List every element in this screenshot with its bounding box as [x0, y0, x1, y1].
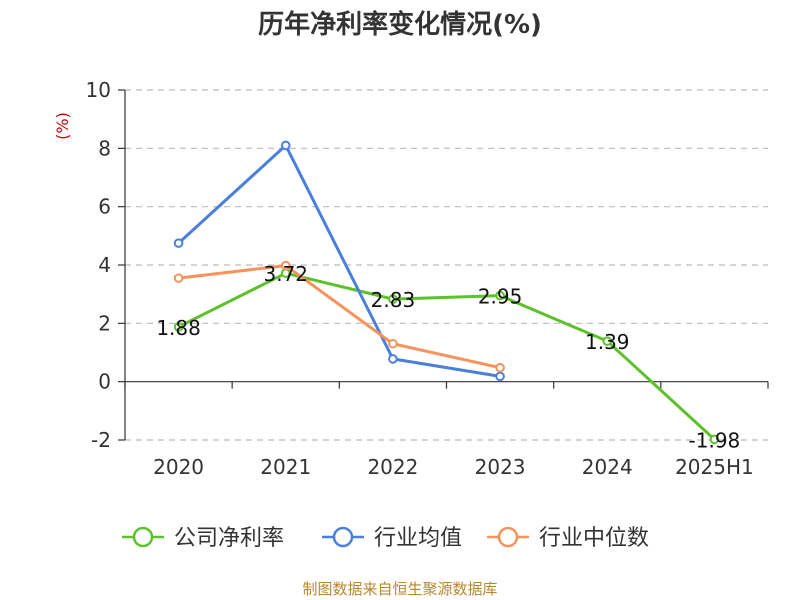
- x-tick-label: 2020: [153, 455, 204, 479]
- series-line-1: [177, 143, 501, 378]
- data-labels: 1.88 3.72 2.83 2.95 1.39 -1.98: [156, 262, 740, 452]
- data-label: 2.95: [478, 285, 523, 309]
- data-point: [173, 273, 184, 283]
- x-tick-label: 2025H1: [675, 455, 754, 479]
- y-axis-unit: (%): [53, 112, 72, 140]
- data-point: [709, 434, 720, 445]
- data-label: 1.39: [585, 330, 630, 354]
- legend: 公司净利率 行业均值 行业中位数: [122, 526, 649, 551]
- axes: [118, 89, 769, 441]
- legend-marker-icon: [497, 526, 519, 548]
- y-tick-label: 0: [98, 370, 111, 394]
- series-line-0: [177, 271, 716, 441]
- data-point: [388, 338, 398, 349]
- source-note: 制图数据来自恒生聚源数据库: [302, 580, 497, 598]
- data-point: [495, 371, 505, 382]
- data-label: -1.98: [689, 428, 741, 452]
- data-point: [280, 140, 291, 151]
- x-tick-label: 2024: [582, 455, 633, 479]
- y-tick-label: 2: [98, 311, 111, 335]
- legend-label: 行业均值: [374, 526, 462, 551]
- data-point: [280, 260, 291, 271]
- chart-title: 历年净利率变化情况(%): [258, 9, 542, 40]
- data-point: [388, 354, 398, 364]
- x-tick-labels: 2020 2021 2022 2023 2024 2025H1: [153, 455, 754, 479]
- series-line-2: [178, 264, 501, 370]
- legend-marker-icon: [332, 526, 354, 548]
- data-point: [388, 294, 398, 304]
- legend-label: 行业中位数: [539, 526, 649, 551]
- y-tick-labels: 10 8 6 4 2 0 -2: [86, 78, 111, 452]
- y-tick-label: 10: [86, 78, 111, 102]
- series-group: [173, 140, 720, 445]
- x-tick-label: 2021: [260, 455, 311, 479]
- data-label: 1.88: [156, 316, 201, 340]
- y-tick-label: -2: [91, 428, 111, 452]
- data-label: 2.83: [371, 288, 416, 312]
- data-point: [173, 238, 184, 248]
- y-tick-label: 6: [98, 195, 111, 219]
- data-point: [495, 290, 505, 301]
- data-label: 3.72: [263, 262, 308, 286]
- x-tick-label: 2023: [475, 455, 526, 479]
- data-point: [173, 322, 184, 332]
- data-point: [602, 336, 613, 346]
- x-tick-label: 2022: [367, 455, 418, 479]
- legend-label: 公司净利率: [174, 526, 284, 551]
- grid-lines: [125, 89, 768, 441]
- y-tick-label: 4: [98, 253, 111, 277]
- legend-marker-icon: [132, 526, 154, 548]
- y-tick-label: 8: [98, 136, 111, 160]
- data-point: [495, 362, 505, 373]
